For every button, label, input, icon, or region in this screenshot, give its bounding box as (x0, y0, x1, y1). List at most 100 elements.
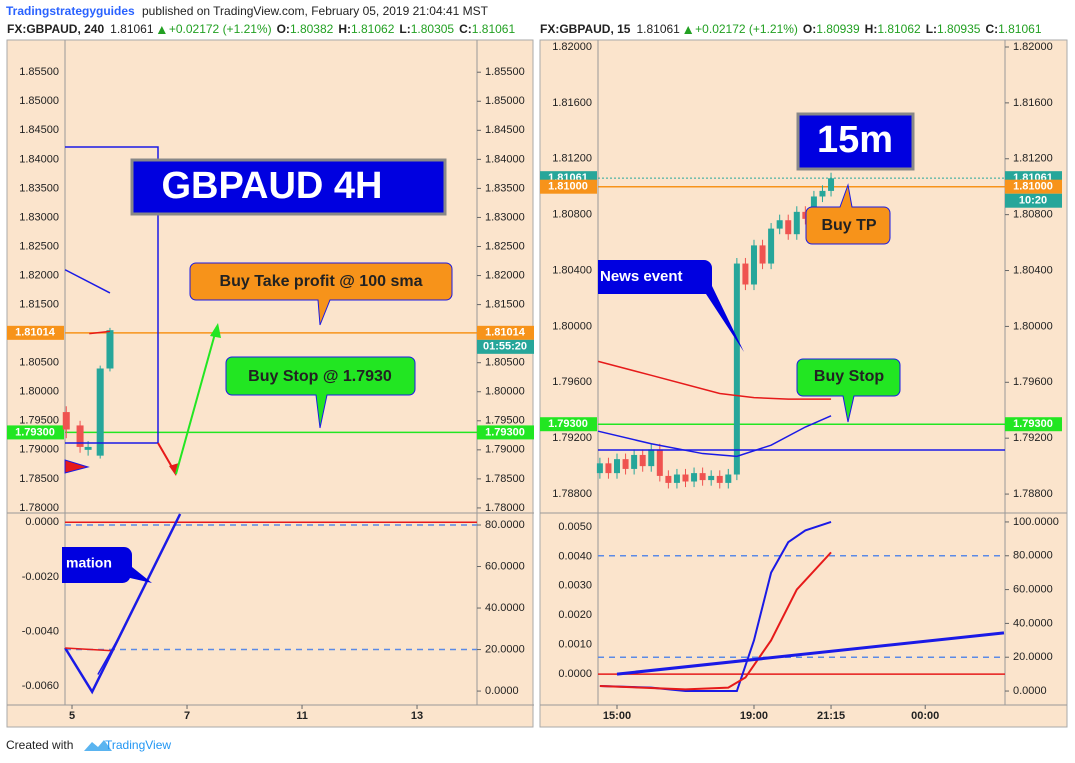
y-tick-label: 1.85000 (485, 95, 525, 107)
y-tick-label: 1.84500 (485, 124, 525, 136)
y-tick-label: 1.81200 (552, 153, 592, 165)
countdown-box (477, 339, 534, 354)
y-tick-label: 1.81600 (552, 97, 592, 109)
last-price: 1.81061 (110, 22, 154, 36)
title-box (796, 112, 915, 171)
indicator-line (97, 628, 125, 675)
annotation: mation (66, 555, 112, 571)
ohlc-value: 1.80939 (816, 22, 860, 36)
callout (189, 262, 453, 326)
candle-body (708, 475, 715, 481)
price-label-box (1005, 179, 1062, 194)
callout (598, 260, 744, 352)
candle-body (750, 245, 757, 285)
y-tick-label: 1.83500 (19, 182, 59, 194)
candle-body (776, 220, 783, 229)
price-label-box (477, 425, 534, 440)
y-tick-label: 1.82500 (485, 240, 525, 252)
candle-body (656, 449, 663, 476)
y-tick-label: 1.80000 (1013, 320, 1053, 332)
x-tick-label: 15:00 (603, 710, 631, 722)
y-tick-label: 1.79600 (552, 376, 592, 388)
arrow-up (175, 329, 217, 475)
y-tick-label: 1.80000 (19, 386, 59, 398)
ohlc-label: O: (803, 22, 816, 36)
y-tick-label: 1.78000 (485, 502, 525, 514)
price-label: 1.81000 (1013, 181, 1053, 193)
candle-body (639, 454, 646, 467)
y-tick-label: 1.78800 (552, 488, 592, 500)
y-tick-label: 1.81200 (1013, 153, 1053, 165)
price-label-box (1005, 417, 1062, 432)
indicator-line (64, 269, 111, 294)
price-label-box (7, 425, 64, 440)
ohlc-value: 1.80305 (411, 22, 455, 36)
x-tick-label: 13 (411, 710, 423, 722)
candle-body (614, 459, 621, 474)
y-tick-label: 0.0040 (558, 550, 592, 562)
price-label: 1.79300 (15, 426, 55, 438)
price-label-box (540, 417, 597, 432)
ohlc-value: 1.81062 (351, 22, 395, 36)
symbol-line: FX:GBPAUD, 15 1.81061 (540, 22, 680, 36)
x-tick-label: 7 (184, 710, 190, 722)
candle-body (648, 449, 655, 467)
change: +0.02172 (+1.21%) (169, 22, 272, 36)
y-tick-label: 1.78500 (19, 473, 59, 485)
x-tick-label: 19:00 (740, 710, 768, 722)
y-tick-label: 1.81600 (1013, 97, 1053, 109)
candle-body (742, 263, 749, 285)
candle-body (76, 425, 84, 447)
y-tick-label: 0.0010 (558, 639, 592, 651)
callout (796, 358, 901, 423)
up-triangle (157, 26, 166, 34)
y-tick-label: 1.79500 (19, 415, 59, 427)
y-tick-label: 1.81500 (19, 299, 59, 311)
ohlc-value: 1.80382 (290, 22, 334, 36)
ohlc-value: 1.81061 (472, 22, 516, 36)
countdown: 10:20 (1019, 195, 1047, 207)
change-line: +0.02172 (+1.21%) O:1.80382 H:1.81062 L:1.8… (169, 22, 516, 36)
y-tick-label: 0.0000 (558, 668, 592, 680)
callout (225, 356, 416, 429)
price-label-box (540, 179, 597, 194)
symbol: FX:GBPAUD, 240 (7, 22, 104, 36)
symbol: FX:GBPAUD, 15 (540, 22, 631, 36)
y2-tick-label: 40.0000 (1013, 617, 1053, 629)
indicator-line (65, 647, 113, 652)
ohlc-label: L: (926, 22, 937, 36)
annotation: Buy TP (821, 217, 876, 234)
x-tick-label: 00:00 (911, 710, 939, 722)
indicator-line (597, 360, 832, 400)
y2-tick-label: 60.0000 (1013, 583, 1053, 595)
annotation: GBPAUD 4H (162, 165, 383, 207)
footer-brand[interactable]: TradingView (105, 738, 171, 752)
candle-body (819, 190, 826, 197)
candle-body (631, 454, 638, 469)
ohlc-value: 1.80935 (937, 22, 981, 36)
author[interactable]: Tradingstrategyguides (6, 4, 135, 18)
indicator-line (89, 330, 111, 335)
chart-right: FX:GBPAUD, 15 1.81061 +0.02172 (+1.21%) O:1… (540, 22, 1067, 722)
title-box (130, 158, 447, 216)
y-tick-label: 1.80400 (552, 264, 592, 276)
candle-body (699, 473, 706, 481)
ohlc-label: L: (399, 22, 410, 36)
y2-tick-label: 80.0000 (485, 519, 525, 531)
y-tick-label: 1.85000 (19, 95, 59, 107)
annotation: Buy Stop @ 1.7930 (248, 368, 392, 385)
ohlc-value: 1.81062 (877, 22, 921, 36)
annotation: News event (600, 268, 683, 285)
y-tick-label: 1.82500 (19, 240, 59, 252)
y-tick-label: 1.78000 (19, 502, 59, 514)
annotation: 15m (817, 119, 893, 161)
countdown: 01:55:20 (483, 341, 527, 353)
y-tick-label: 1.78800 (1013, 488, 1053, 500)
price-label: 1.79300 (485, 426, 525, 438)
candle-body (84, 446, 92, 450)
chart-left: FX:GBPAUD, 240 1.81061 +0.02172 (+1.21%) O:… (7, 22, 534, 722)
candle-body (605, 463, 612, 474)
y-tick-label: 0.0000 (25, 516, 59, 528)
candle-body (622, 459, 629, 469)
y-tick-label: 1.80800 (1013, 209, 1053, 221)
